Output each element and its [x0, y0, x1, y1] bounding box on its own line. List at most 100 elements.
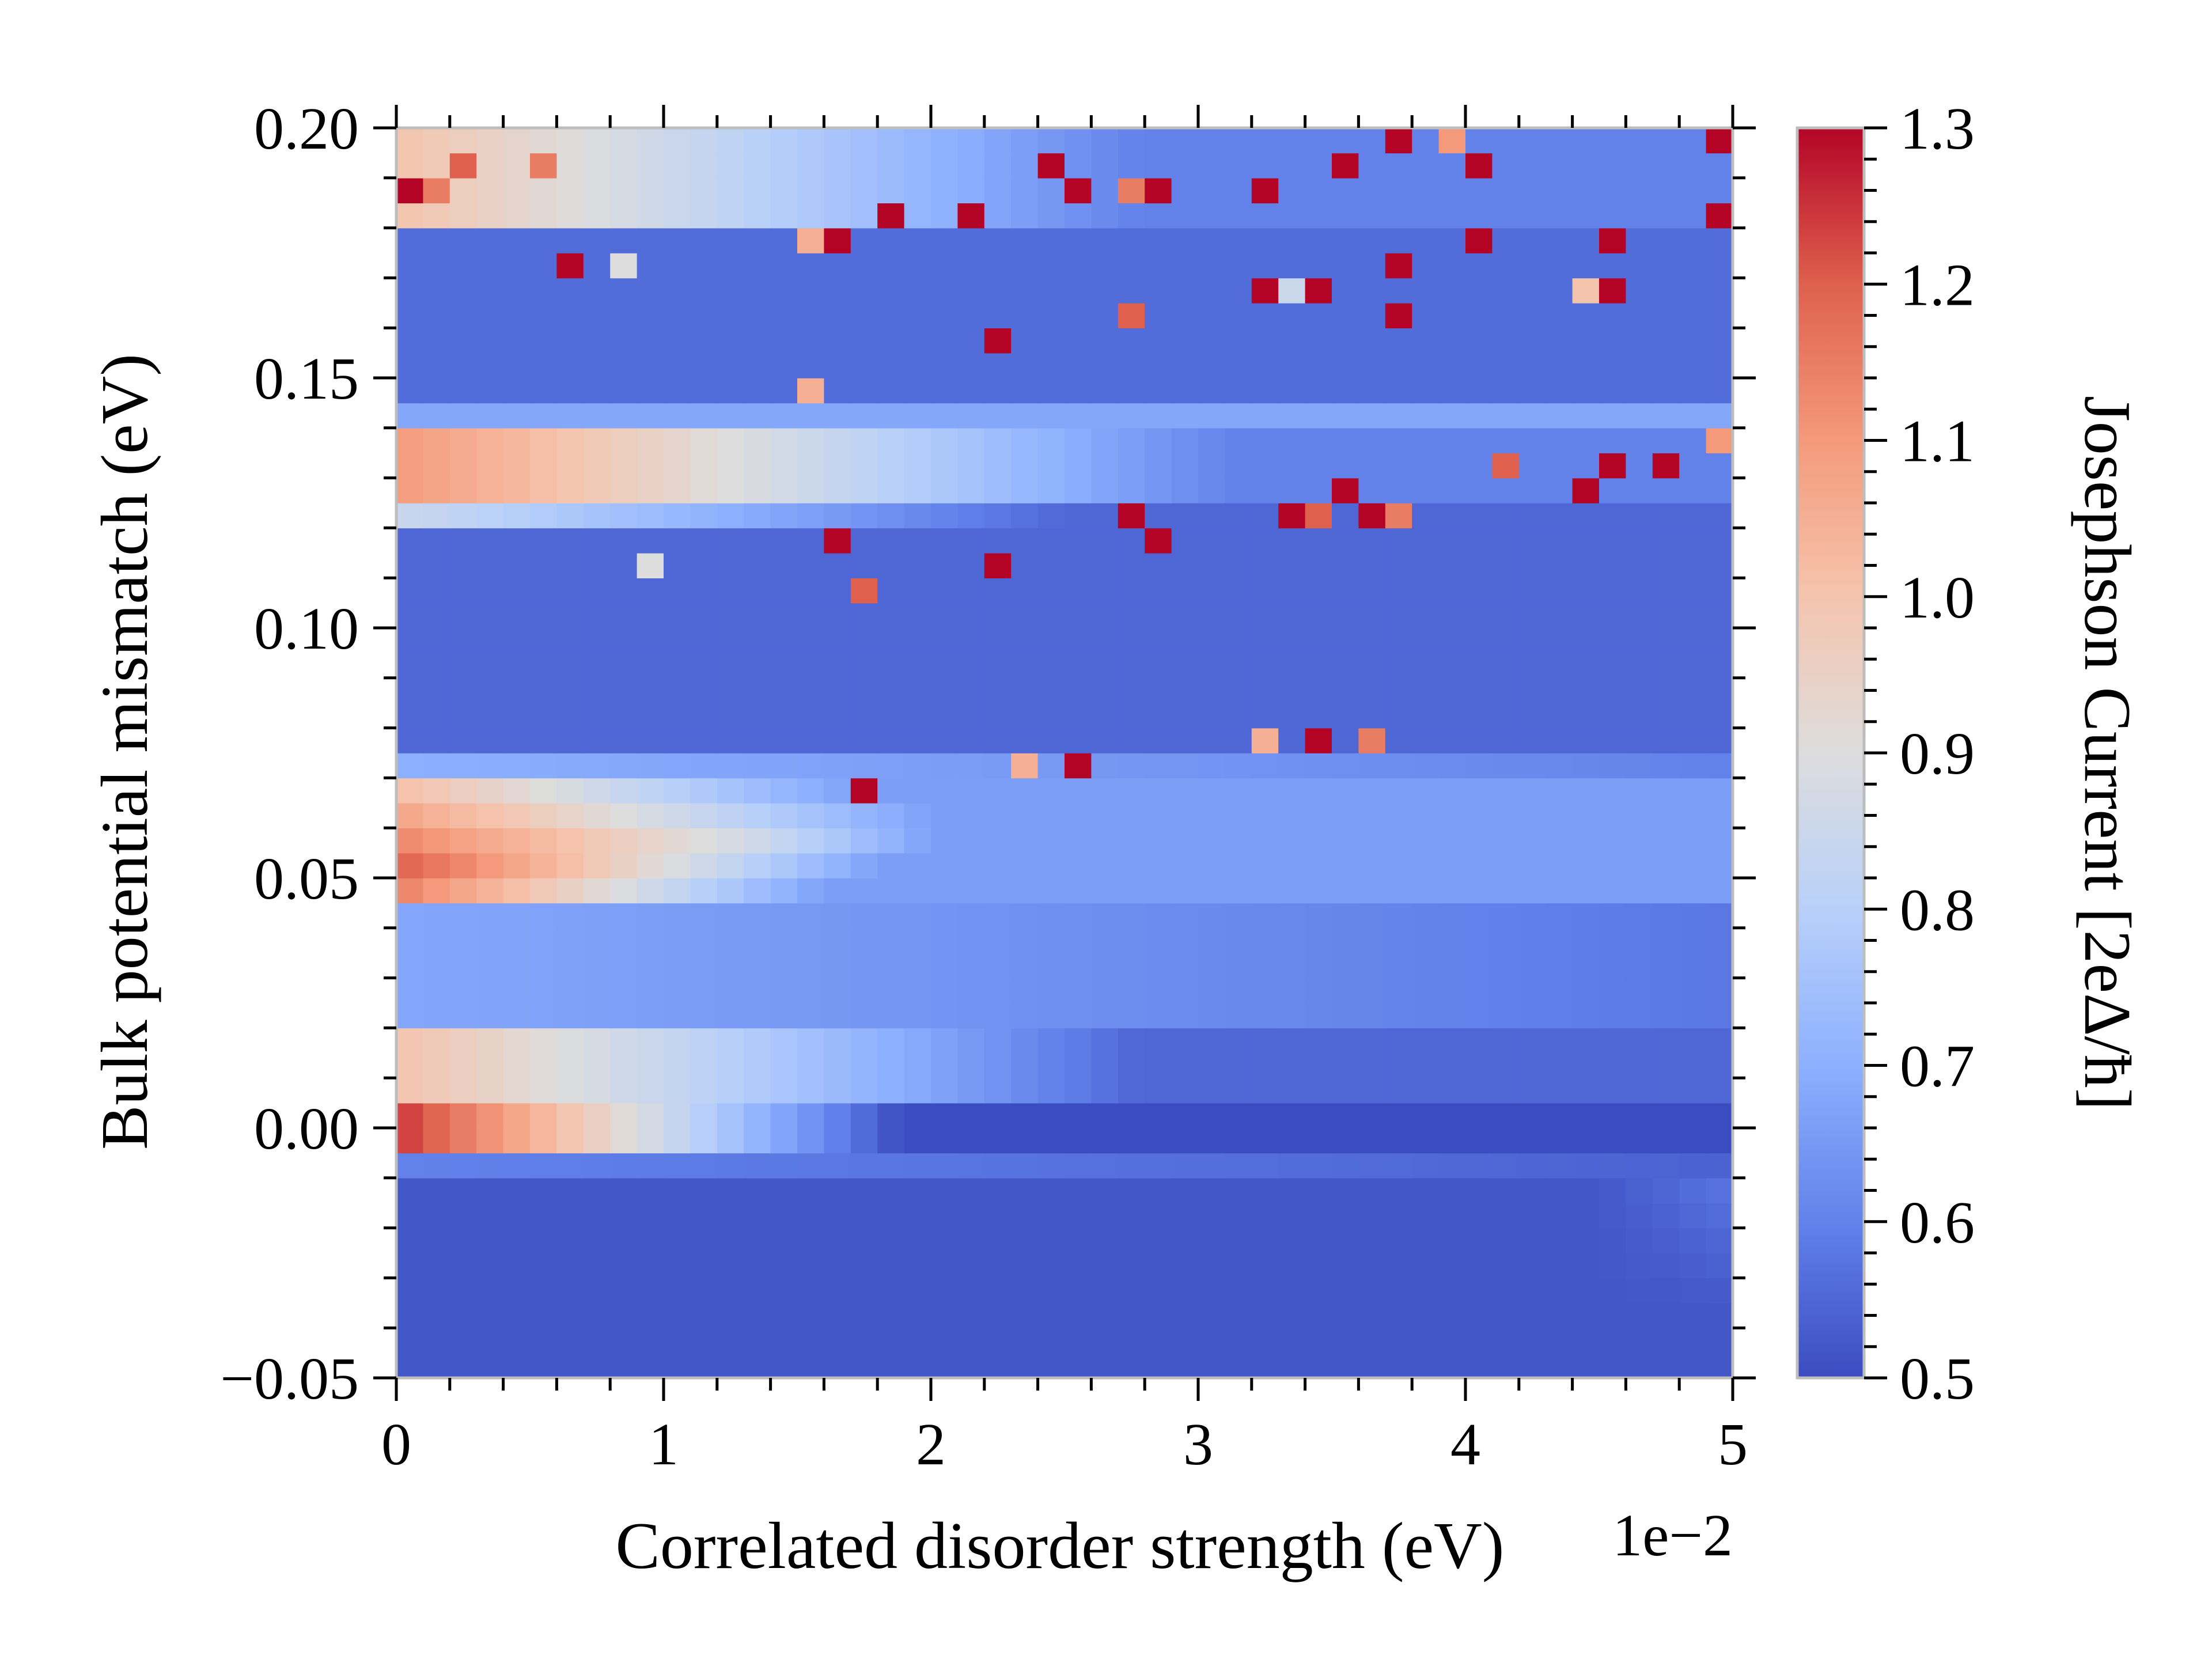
heatmap-cell: [1118, 903, 1145, 929]
heatmap-cell: [797, 1228, 825, 1253]
heatmap-cell: [1198, 528, 1226, 554]
heatmap-cell: [797, 828, 825, 854]
heatmap-cell: [1011, 128, 1039, 154]
heatmap-cell: [1198, 1253, 1226, 1279]
heatmap-cell: [1412, 453, 1440, 479]
heatmap-cell: [637, 528, 664, 554]
heatmap-cell: [1679, 978, 1707, 1003]
heatmap-cell: [690, 978, 718, 1003]
heatmap-cell: [1037, 503, 1065, 529]
heatmap-cell: [1118, 353, 1145, 378]
heatmap-cell: [530, 677, 558, 703]
heatmap-cell: [1599, 903, 1627, 929]
heatmap-cell: [984, 1052, 1012, 1078]
heatmap-cell: [610, 1128, 638, 1154]
heatmap-cell: [1037, 828, 1065, 854]
heatmap-cell: [423, 703, 450, 729]
heatmap-cell: [1599, 653, 1627, 679]
heatmap-cell: [637, 853, 664, 878]
heatmap-cell: [1358, 1177, 1386, 1203]
heatmap-cell: [1706, 578, 1733, 604]
heatmap-cell: [1037, 403, 1065, 429]
heatmap-cell: [1679, 953, 1707, 979]
heatmap-cell: [1599, 628, 1627, 654]
heatmap-cell: [1305, 703, 1332, 729]
heatmap-cell: [904, 278, 931, 304]
heatmap-cell: [423, 453, 450, 479]
heatmap-cell: [1091, 1153, 1119, 1179]
heatmap-cell: [1572, 1103, 1600, 1128]
heatmap-cell: [1305, 953, 1332, 979]
heatmap-cell: [664, 302, 691, 328]
heatmap-cell: [1652, 1103, 1680, 1128]
heatmap-cell: [1546, 1302, 1573, 1328]
heatmap-cell: [1171, 427, 1199, 453]
heatmap-cell: [1278, 1328, 1306, 1354]
heatmap-cell: [1037, 1028, 1065, 1054]
heatmap-cell: [1037, 578, 1065, 604]
colorbar-tick-label: 0.7: [1900, 1033, 1975, 1100]
heatmap-cell: [423, 828, 450, 854]
heatmap-cell: [717, 253, 744, 279]
heatmap-cell: [1518, 778, 1546, 804]
heatmap-cell: [984, 403, 1012, 429]
heatmap-cell: [904, 728, 931, 753]
heatmap-cell: [1118, 503, 1145, 529]
heatmap-cell: [1358, 653, 1386, 679]
heatmap-cell: [1706, 528, 1733, 554]
heatmap-cell: [877, 552, 905, 578]
heatmap-cell: [877, 753, 905, 779]
heatmap-cell: [664, 503, 691, 529]
heatmap-cell: [1198, 1328, 1226, 1354]
heatmap-cell: [1118, 228, 1145, 253]
heatmap-cell: [1358, 203, 1386, 229]
heatmap-cell: [1438, 528, 1466, 554]
heatmap-cell: [1145, 503, 1172, 529]
heatmap-cell: [1572, 1003, 1600, 1029]
heatmap-cell: [1305, 878, 1332, 904]
heatmap-cell: [1706, 1103, 1733, 1128]
heatmap-cell: [1626, 628, 1653, 654]
heatmap-cell: [957, 302, 985, 328]
heatmap-cell: [1652, 278, 1680, 304]
heatmap-cell: [1412, 302, 1440, 328]
heatmap-cell: [1225, 1228, 1252, 1253]
heatmap-cell: [744, 828, 771, 854]
heatmap-cell: [503, 1253, 531, 1279]
heatmap-cell: [1332, 677, 1359, 703]
heatmap-cell: [1652, 1128, 1680, 1154]
heatmap-cell: [717, 503, 744, 529]
heatmap-cell: [1305, 1003, 1332, 1029]
heatmap-cell: [1599, 302, 1627, 328]
heatmap-cell: [1171, 453, 1199, 479]
heatmap-cell: [824, 528, 851, 554]
heatmap-cell: [984, 278, 1012, 304]
heatmap-cell: [423, 1228, 450, 1253]
heatmap-cell: [1652, 802, 1680, 828]
heatmap-cell: [1706, 927, 1733, 953]
heatmap-cell: [797, 253, 825, 279]
heatmap-cell: [1438, 478, 1466, 503]
heatmap-cell: [1412, 203, 1440, 229]
heatmap-cell: [1332, 403, 1359, 429]
heatmap-cell: [1332, 927, 1359, 953]
heatmap-cell: [797, 1302, 825, 1328]
heatmap-cell: [1385, 328, 1412, 354]
heatmap-cell: [1599, 703, 1627, 729]
heatmap-cell: [984, 1128, 1012, 1154]
heatmap-cell: [1465, 778, 1493, 804]
heatmap-cell: [449, 1078, 477, 1104]
heatmap-cell: [770, 552, 798, 578]
heatmap-cell: [1518, 703, 1546, 729]
heatmap-cell: [1438, 1278, 1466, 1304]
heatmap-cell: [744, 302, 771, 328]
heatmap-cell: [1626, 552, 1653, 578]
heatmap-cell: [1037, 177, 1065, 203]
heatmap-cell: [1652, 878, 1680, 904]
heatmap-cell: [530, 302, 558, 328]
heatmap-cell: [1572, 403, 1600, 429]
heatmap-cell: [1091, 802, 1119, 828]
heatmap-cell: [1412, 378, 1440, 404]
heatmap-cell: [797, 1078, 825, 1104]
heatmap-cell: [957, 228, 985, 253]
